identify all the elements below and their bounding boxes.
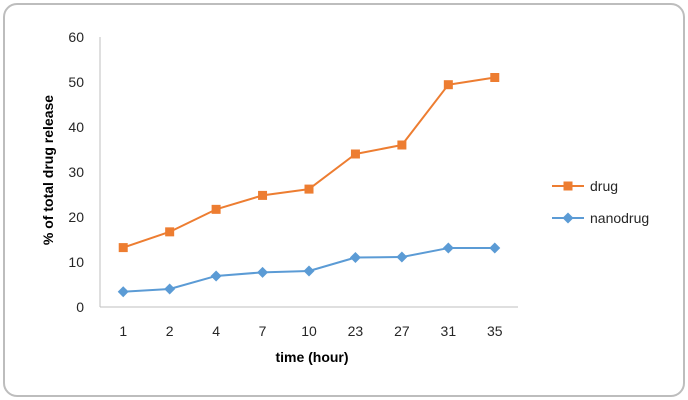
legend-label: nanodrug (590, 210, 649, 226)
y-tick-label: 20 (68, 209, 84, 225)
data-point (397, 140, 407, 150)
data-point (164, 283, 176, 295)
x-tick-label: 7 (259, 323, 267, 339)
data-point (489, 242, 501, 254)
data-point (211, 204, 221, 214)
data-point (117, 286, 129, 298)
series-nanodrug (117, 242, 501, 298)
x-tick-labels: 1 2 4 7 10 23 27 31 35 (119, 323, 502, 339)
data-point (350, 149, 360, 159)
series-group (117, 73, 501, 298)
data-point (442, 242, 454, 254)
legend-label: drug (590, 178, 618, 194)
data-point (118, 243, 128, 253)
x-axis-title: time (hour) (275, 349, 348, 365)
y-tick-label: 40 (68, 119, 84, 135)
axes (99, 37, 518, 308)
legend: drug nanodrug (552, 178, 649, 226)
x-tick-label: 2 (166, 323, 174, 339)
y-tick-label: 10 (68, 254, 84, 270)
data-point (349, 252, 361, 263)
x-tick-label: 4 (212, 323, 220, 339)
x-tick-label: 35 (487, 323, 503, 339)
y-tick-label: 60 (68, 29, 84, 45)
series-drug (118, 73, 500, 253)
y-tick-label: 0 (76, 299, 84, 315)
data-point (303, 265, 315, 277)
x-tick-label: 31 (441, 323, 457, 339)
y-tick-label: 30 (68, 164, 84, 180)
data-point (490, 73, 500, 82)
y-axis-title: % of total drug release (40, 95, 56, 245)
legend-item: drug (552, 178, 618, 194)
data-point (257, 266, 269, 278)
chart-frame (3, 3, 685, 397)
data-point (165, 227, 175, 237)
data-point (443, 80, 453, 90)
data-point (258, 190, 268, 200)
series-line (122, 76, 495, 249)
data-point (210, 270, 222, 282)
y-tick-labels: 0 10 20 30 40 50 60 (68, 29, 84, 315)
legend-marker (563, 181, 573, 191)
x-tick-label: 10 (301, 323, 317, 339)
x-tick-label: 23 (348, 323, 364, 339)
legend-item: nanodrug (552, 210, 649, 226)
legend-marker (562, 212, 574, 224)
x-tick-label: 27 (394, 323, 410, 339)
data-point (396, 251, 408, 263)
data-point (304, 184, 314, 194)
x-tick-label: 1 (119, 323, 127, 339)
y-tick-label: 50 (68, 74, 84, 90)
